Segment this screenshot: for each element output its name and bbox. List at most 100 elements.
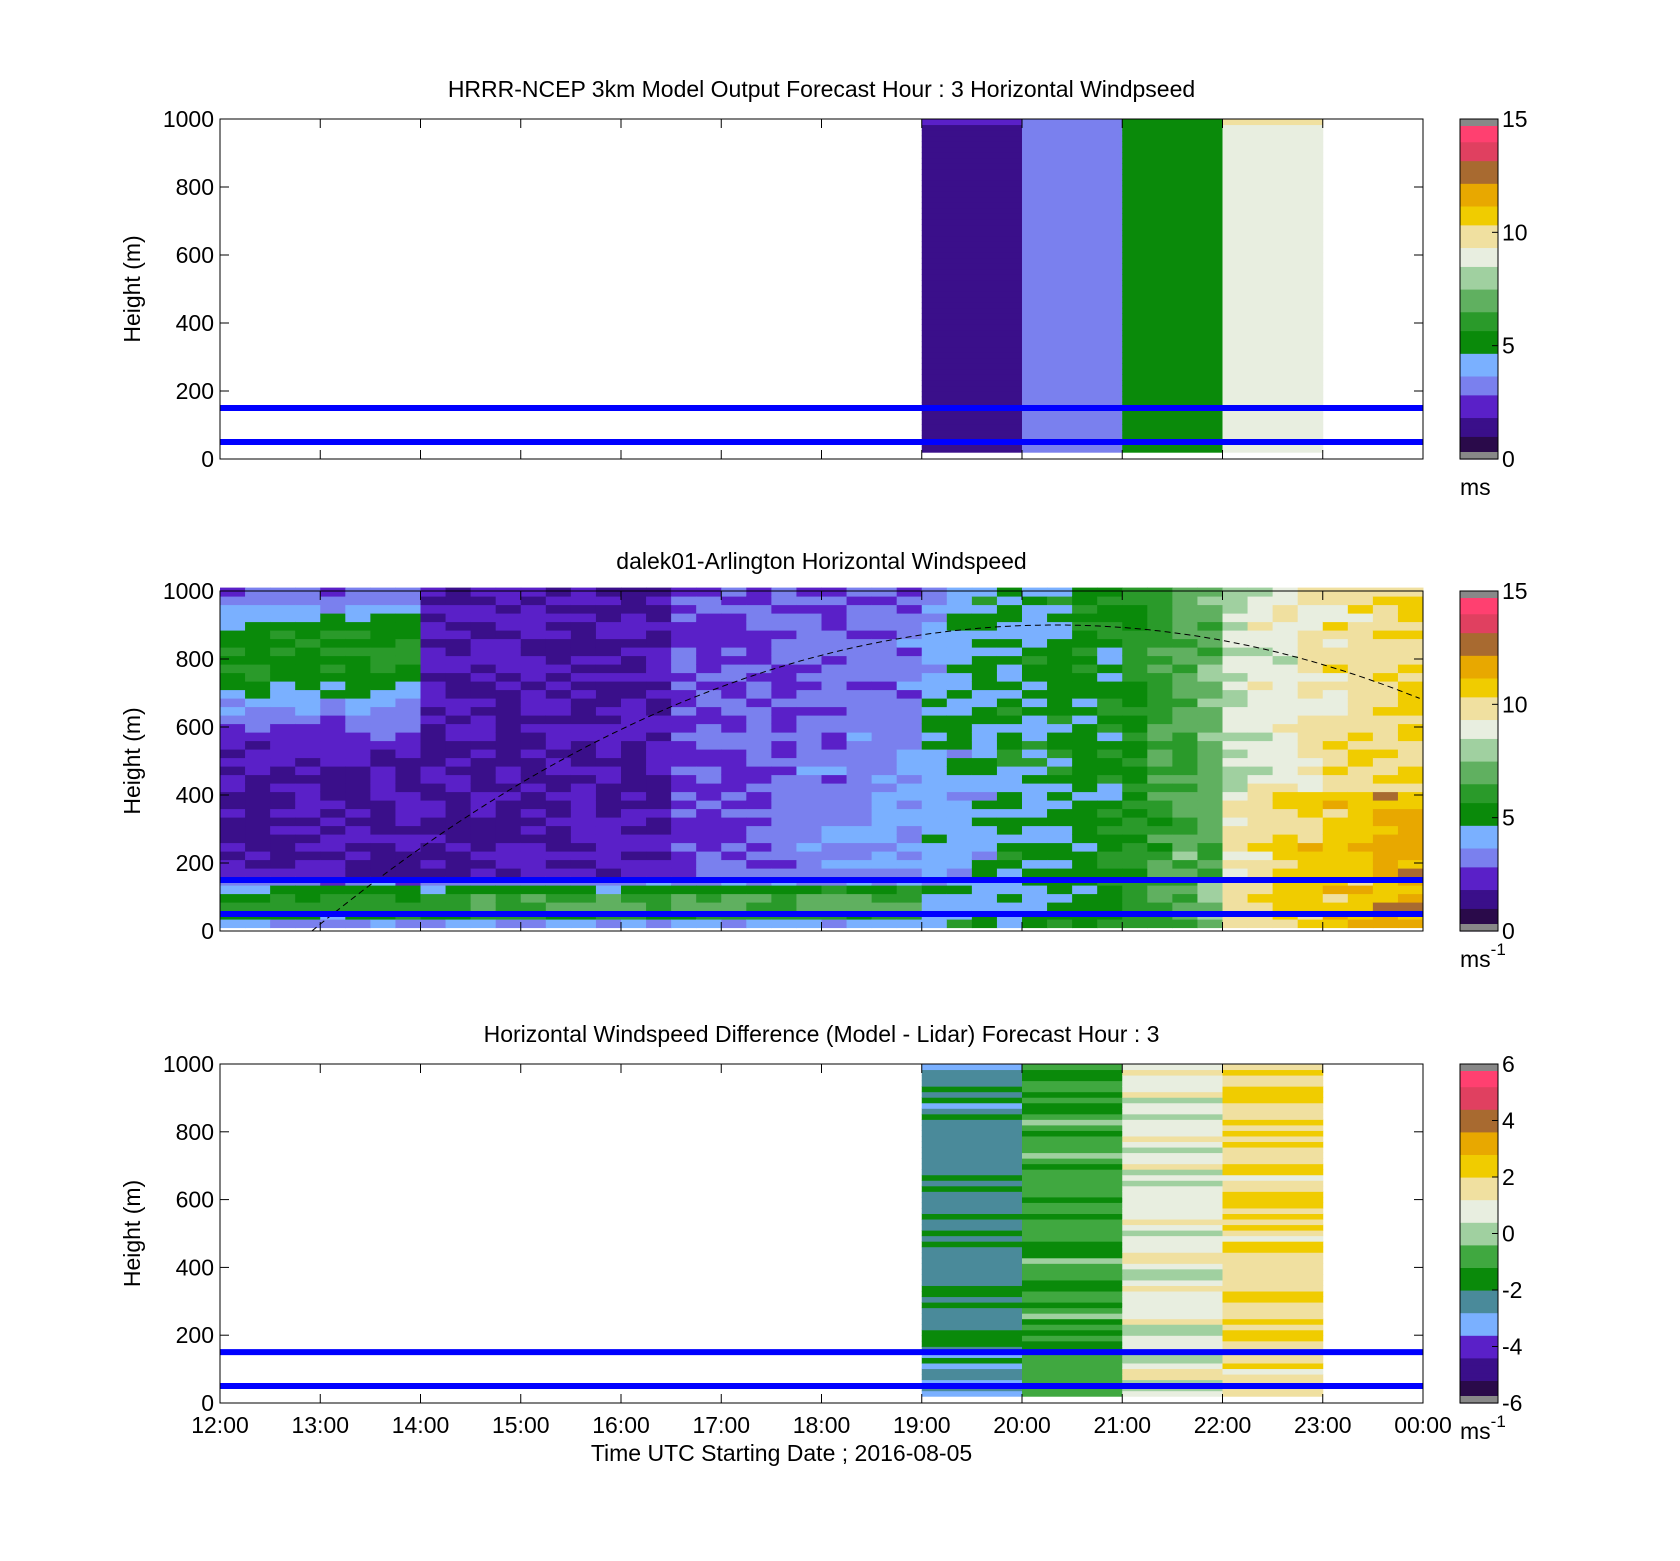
heatmap-cell [1222, 1091, 1324, 1098]
heatmap-cell [1172, 723, 1198, 733]
colorbar-segment [1460, 791, 1498, 796]
heatmap-cell [1397, 655, 1424, 665]
heatmap-cell [921, 280, 1023, 287]
heatmap-cell [746, 698, 772, 708]
heatmap-cell [671, 621, 697, 631]
heatmap-cell [245, 825, 271, 835]
heatmap-cell [921, 1313, 1023, 1320]
heatmap-cell [445, 834, 472, 844]
heatmap-cell [270, 638, 296, 648]
heatmap-cell [1072, 766, 1098, 776]
heatmap-cell [445, 732, 472, 742]
heatmap-cell [696, 630, 722, 640]
heatmap-cell [1322, 919, 1349, 929]
heatmap-cell [1297, 732, 1324, 742]
colorbar-segment [1460, 723, 1498, 728]
heatmap-cell [646, 604, 672, 614]
heatmap-cell [821, 706, 848, 716]
heatmap-cell [646, 613, 672, 623]
heatmap-cell [896, 851, 923, 861]
heatmap-cell [345, 902, 371, 912]
heatmap-cell [1222, 1379, 1324, 1386]
heatmap-cell [1122, 141, 1223, 148]
heatmap-cell [1047, 919, 1073, 929]
heatmap-cell [971, 757, 998, 767]
heatmap-cell [1397, 740, 1424, 750]
heatmap-cell [796, 919, 822, 929]
heatmap-cell [921, 817, 948, 827]
heatmap-cell [1247, 587, 1274, 597]
heatmap-cell [1372, 596, 1399, 606]
colorbar-segment [1460, 749, 1498, 755]
colorbar-segment [1460, 232, 1498, 237]
x-tick-label: 21:00 [1093, 1412, 1151, 1438]
colorbar-segment [1460, 1169, 1498, 1174]
heatmap-cell [445, 885, 472, 895]
colorbar-segment [1460, 1327, 1498, 1333]
heatmap-cell [1222, 241, 1324, 248]
colorbar-overflow [1460, 119, 1498, 126]
heatmap-cell [1222, 1086, 1324, 1093]
heatmap-cell [1397, 647, 1424, 657]
heatmap-cell [921, 1097, 1023, 1104]
heatmap-cell [245, 842, 271, 852]
heatmap-cell [896, 825, 923, 835]
heatmap-cell [921, 664, 948, 674]
heatmap-cell [896, 655, 923, 665]
heatmap-cell [921, 346, 1023, 353]
heatmap-cell [721, 715, 747, 725]
colorbar-segment [1460, 228, 1498, 233]
colorbar-segment [1460, 836, 1498, 841]
heatmap-cell [1122, 385, 1223, 392]
heatmap-cell [1297, 774, 1324, 784]
colorbar-segment [1460, 866, 1498, 872]
heatmap-cell [1322, 791, 1349, 801]
heatmap-cell [1097, 672, 1123, 682]
heatmap-cell [270, 774, 296, 784]
heatmap-cell [821, 808, 848, 818]
heatmap-cell [1122, 1313, 1223, 1320]
heatmap-cell [846, 834, 873, 844]
heatmap-cell [420, 749, 447, 759]
heatmap-cell [1322, 621, 1349, 631]
colorbar-segment [1460, 149, 1498, 154]
heatmap-cell [1122, 280, 1223, 287]
heatmap-cell [1022, 885, 1048, 895]
y-tick-label: 600 [176, 1187, 214, 1213]
heatmap-cell [570, 698, 597, 708]
heatmap-cell [245, 740, 271, 750]
heatmap-cell [1047, 587, 1073, 597]
heatmap-cell [1222, 1108, 1324, 1115]
heatmap-cell [996, 800, 1023, 810]
heatmap-cell [295, 740, 321, 750]
colorbar-segment [1460, 141, 1498, 147]
heatmap-cell [1372, 723, 1399, 733]
colorbar-segment [1460, 727, 1498, 732]
colorbar-segment [1460, 202, 1498, 207]
heatmap-cell [1022, 655, 1048, 665]
heatmap-cell [545, 919, 572, 929]
heatmap-cell [696, 791, 722, 801]
heatmap-cell [696, 749, 722, 759]
heatmap-cell [921, 124, 1023, 131]
heatmap-cell [245, 655, 271, 665]
heatmap-cell [1297, 664, 1324, 674]
heatmap-cell [1022, 800, 1048, 810]
heatmap-cell [270, 808, 296, 818]
heatmap-cell [921, 604, 948, 614]
heatmap-cell [1222, 224, 1324, 231]
heatmap-cell [946, 902, 973, 912]
colorbar-segment [1460, 847, 1498, 853]
heatmap-cell [1372, 732, 1399, 742]
heatmap-cell [1172, 681, 1198, 691]
heatmap-cell [796, 647, 822, 657]
heatmap-cell [445, 723, 472, 733]
colorbar-segment [1460, 1293, 1498, 1299]
heatmap-cell [1247, 740, 1274, 750]
heatmap-cell [570, 859, 597, 869]
heatmap-cell [846, 825, 873, 835]
heatmap-cell [1347, 732, 1374, 742]
heatmap-cell [1047, 706, 1073, 716]
heatmap-cell [921, 1064, 1023, 1071]
